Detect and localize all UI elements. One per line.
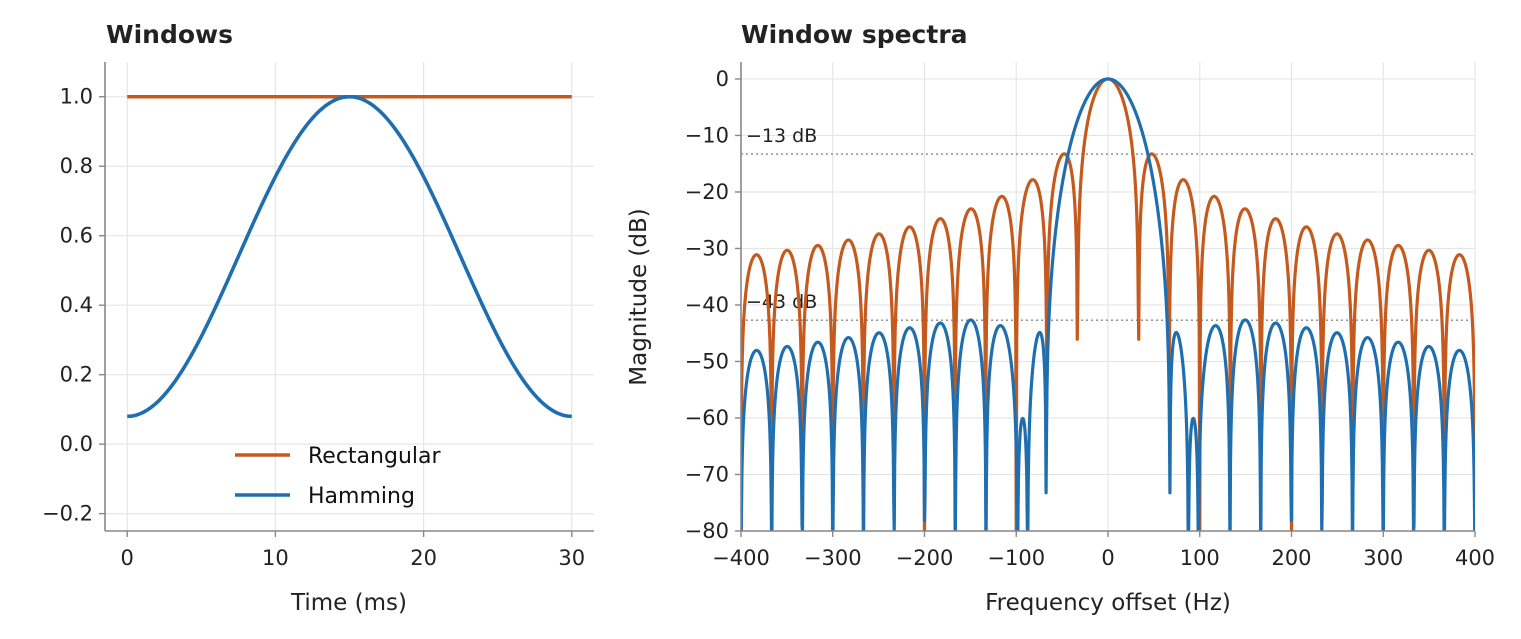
windows-xtick-label: 0 [121, 546, 134, 570]
legend-label-hamming: Hamming [308, 484, 415, 509]
spectra-ytick-label: −50 [685, 349, 729, 373]
windows-lines [127, 94, 572, 419]
spectra-xtick-label: −100 [987, 546, 1045, 570]
spectra-xtick-label: 0 [1101, 546, 1114, 570]
hamming-window-line [127, 94, 572, 419]
windows-ytick-label: 0.6 [60, 224, 93, 248]
windows-ytick-label: 0.0 [60, 432, 93, 456]
windows-ytick-label: 0.8 [60, 154, 93, 178]
spectra-ytick-label: −20 [685, 180, 729, 204]
spectra-ytick-label: −70 [685, 462, 729, 486]
windows-xtick-label: 10 [262, 546, 289, 570]
spectra-ytick-label: −60 [685, 406, 729, 430]
reference-label: −13 dB [746, 125, 817, 147]
windows-xtick-label: 30 [558, 546, 585, 570]
spectra-panel: −13 dB−43 dB −400 −300 −200 −100 0 100 200 300 4… [626, 20, 1495, 616]
spectra-xtick-label: 300 [1363, 546, 1403, 570]
spectra-xtick-label: −200 [896, 546, 954, 570]
spectra-xtick-label: −300 [804, 546, 862, 570]
windows-ticks: 0 10 20 30 −0.2 0.0 0.2 0.4 0.6 0.8 1.0 [42, 85, 585, 570]
spectra-xtick-label: 100 [1180, 546, 1220, 570]
spectra-xtick-label: 200 [1271, 546, 1311, 570]
spectra-grid [740, 62, 1476, 532]
spectra-ticks: −400 −300 −200 −100 0 100 200 300 400 0 −10 −20 −30 −… [685, 67, 1495, 570]
windows-ytick-label: 1.0 [60, 85, 93, 109]
windows-ytick-label: 0.4 [60, 293, 93, 317]
legend: Rectangular Hamming [235, 444, 441, 509]
windows-xtick-label: 20 [410, 546, 437, 570]
legend-label-rectangular: Rectangular [308, 444, 441, 469]
windows-ytick-label: −0.2 [42, 502, 93, 526]
windows-panel: 0 10 20 30 −0.2 0.0 0.2 0.4 0.6 0.8 1.0 Windows Ti… [42, 20, 594, 616]
hamming-spectrum-line [741, 77, 1475, 531]
spectra-lines [741, 77, 1475, 531]
spectra-ytick-label: −80 [685, 519, 729, 543]
spectra-ylabel: Magnitude (dB) [626, 208, 652, 386]
spectra-ytick-label: −10 [685, 123, 729, 147]
spectra-ytick-label: −30 [685, 236, 729, 260]
spectra-xtick-label: 400 [1455, 546, 1495, 570]
spectra-ytick-label: −40 [685, 293, 729, 317]
windows-xlabel: Time (ms) [290, 590, 407, 616]
spectra-xlabel: Frequency offset (Hz) [985, 590, 1231, 616]
spectra-ytick-label: 0 [716, 67, 729, 91]
windows-title: Windows [106, 20, 233, 49]
windows-ytick-label: 0.2 [60, 363, 93, 387]
spectra-xtick-label: −400 [712, 546, 770, 570]
spectra-title: Window spectra [741, 20, 968, 49]
